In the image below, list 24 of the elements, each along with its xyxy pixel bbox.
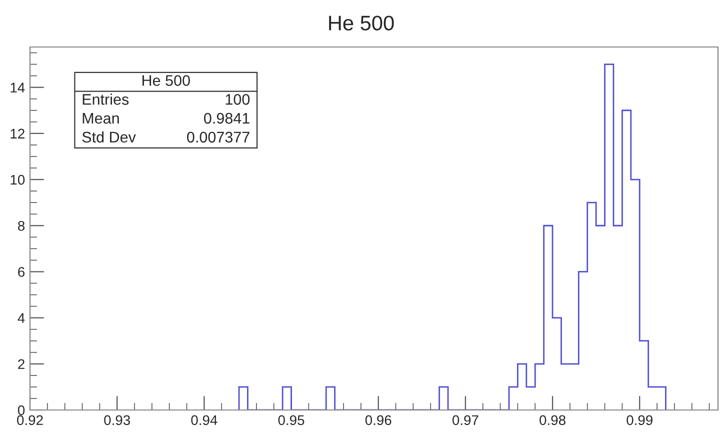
annotation: 0.007377 (187, 132, 250, 143)
y-tick-label: 2 (18, 359, 24, 369)
annotation: Entries (82, 94, 129, 105)
y-tick-label: 14 (10, 82, 25, 92)
y-tick-label: 12 (10, 128, 24, 138)
x-tick-label: 0.94 (191, 415, 218, 426)
x-tick-label: 0.98 (540, 415, 566, 426)
annotation: He 500 (142, 75, 190, 86)
x-tick-label: 0.96 (365, 415, 392, 426)
x-tick-label: 0.99 (626, 415, 652, 426)
annotation: 100 (226, 94, 250, 105)
y-tick-label: 4 (18, 313, 25, 323)
annotation: 0.9841 (204, 112, 250, 124)
x-tick-label: 0.97 (452, 415, 478, 426)
y-tick-label: 10 (10, 174, 25, 185)
y-tick-label: 8 (18, 220, 25, 231)
y-tick-label: 0 (18, 405, 25, 416)
annotation: Std Dev (82, 131, 136, 143)
y-tick-label: 6 (18, 267, 25, 277)
x-tick-label: 0.92 (17, 415, 43, 426)
x-tick-label: 0.93 (104, 415, 130, 426)
x-tick-label: 0.95 (278, 415, 304, 426)
chart-title: He 500 (329, 16, 394, 30)
annotation: Mean (82, 113, 119, 124)
